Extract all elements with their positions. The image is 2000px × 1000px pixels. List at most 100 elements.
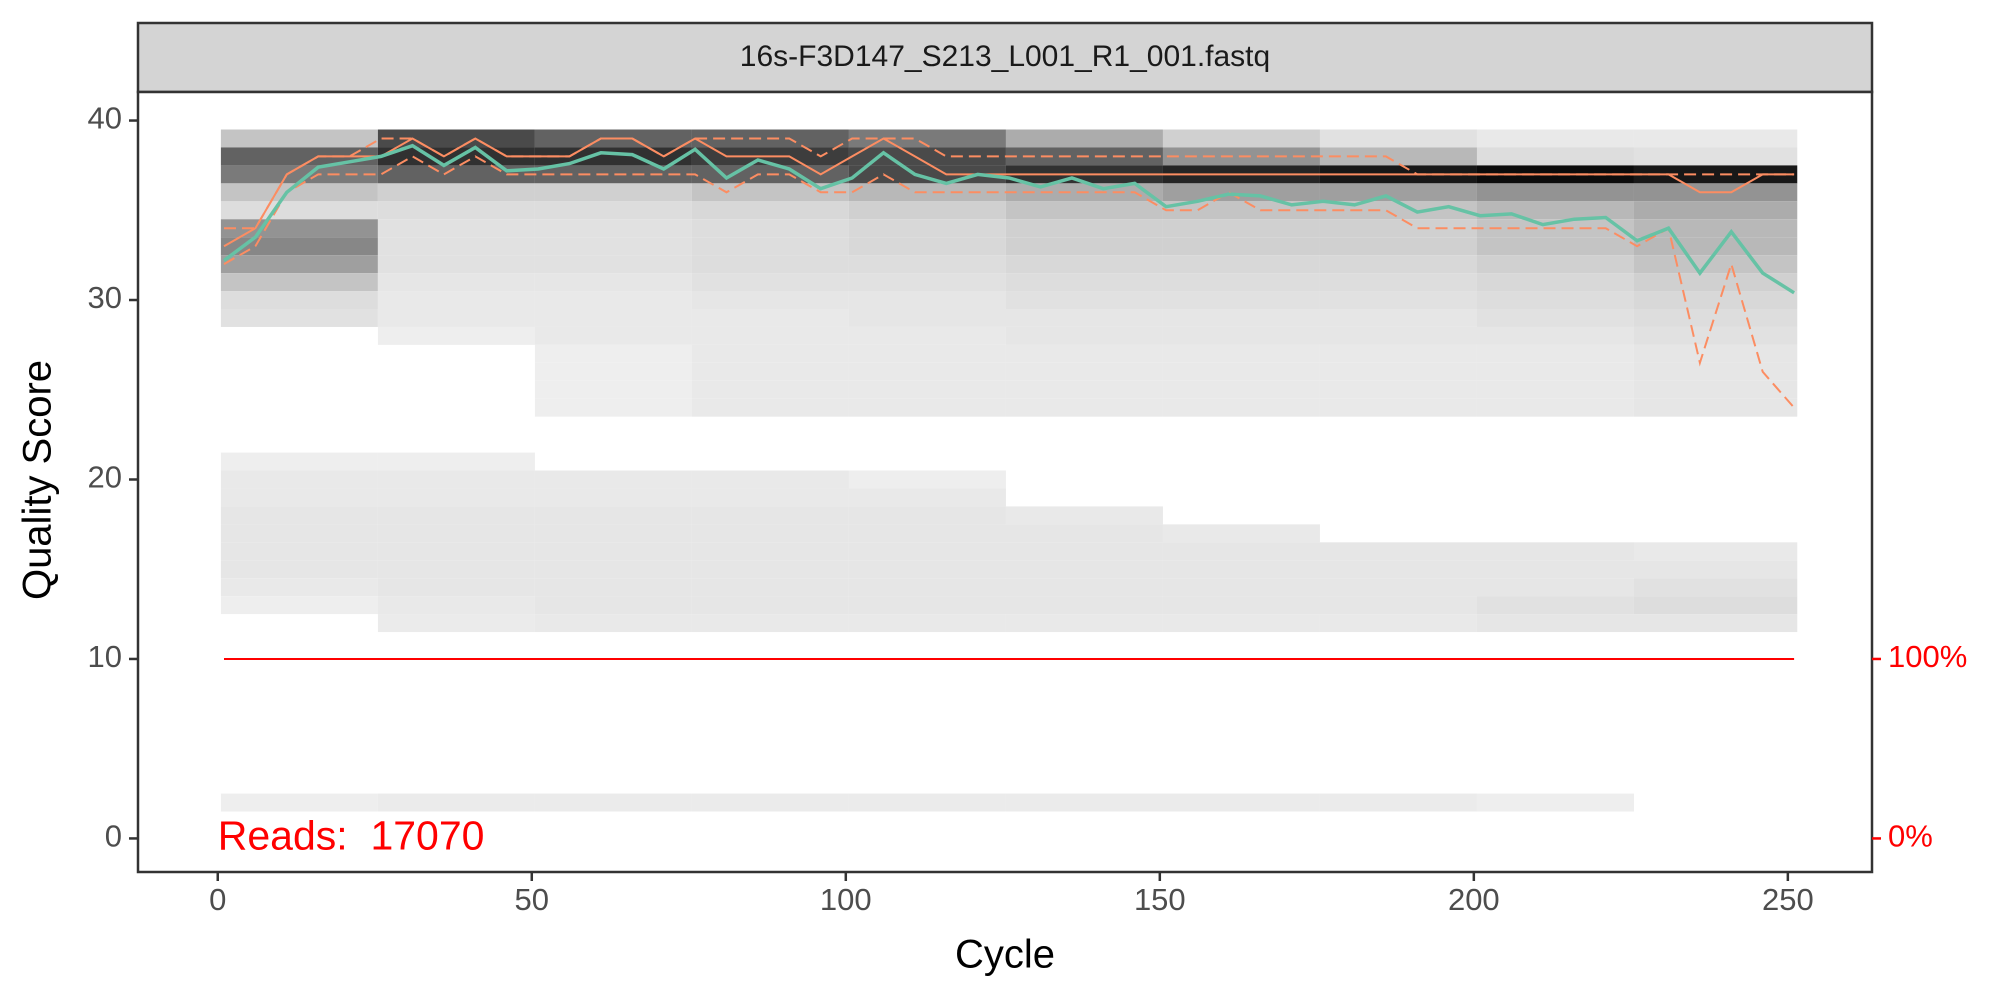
heatmap-cell <box>1633 614 1798 633</box>
heatmap-cell <box>220 147 378 166</box>
heatmap-cell <box>691 542 849 561</box>
x-tick-label: 150 <box>1134 882 1186 917</box>
heatmap-cell <box>691 470 849 489</box>
heatmap-cell <box>1319 219 1477 238</box>
heatmap-cell <box>377 793 535 812</box>
heatmap-cell <box>1633 362 1798 381</box>
heatmap-cell <box>1633 273 1798 292</box>
plot-area: 0 50 100 150 200 250 0 10 20 30 40 0% 100% Reads: 170… <box>88 90 1967 917</box>
heatmap-cell <box>534 183 692 202</box>
heatmap-cell <box>691 308 849 327</box>
heatmap-cell <box>848 506 1006 525</box>
heatmap-cell <box>220 793 378 812</box>
heatmap-cell <box>691 560 849 579</box>
heatmap-cell <box>220 470 378 489</box>
heatmap-cell <box>1476 560 1634 579</box>
heatmap-cell <box>534 219 692 238</box>
heatmap-cell <box>691 398 849 417</box>
heatmap-cell <box>1476 273 1634 292</box>
heatmap-cell <box>691 380 849 399</box>
heatmap-cell <box>1162 362 1320 381</box>
heatmap-cell <box>1476 398 1634 417</box>
heatmap-cell <box>1319 201 1477 220</box>
heatmap-cell <box>377 201 535 220</box>
heatmap-cell <box>1005 219 1163 238</box>
heatmap-cell <box>534 326 692 345</box>
heatmap-cell <box>534 237 692 256</box>
heatmap-cell <box>220 273 378 292</box>
heatmap-cell <box>377 578 535 597</box>
heatmap-cell <box>1633 596 1798 615</box>
heatmap-cell <box>377 255 535 274</box>
heatmap-cell <box>691 488 849 507</box>
heatmap-cell <box>1005 326 1163 345</box>
heatmap-cell <box>1476 255 1634 274</box>
heatmap-cell <box>1005 362 1163 381</box>
heatmap-cell <box>1476 308 1634 327</box>
heatmap-cell <box>848 596 1006 615</box>
heatmap-cell <box>1005 273 1163 292</box>
heatmap-cell <box>1319 237 1477 256</box>
heatmap-cell <box>1476 542 1634 561</box>
heatmap-cell <box>220 201 378 220</box>
heatmap-cell <box>1476 344 1634 363</box>
heatmap-cell <box>534 470 692 489</box>
heatmap-cell <box>534 578 692 597</box>
heatmap-cell <box>1476 201 1634 220</box>
heatmap-cell <box>1319 542 1477 561</box>
heatmap-cell <box>1319 129 1477 148</box>
strip-title: 16s-F3D147_S213_L001_R1_001.fastq <box>740 40 1270 73</box>
heatmap-cell <box>534 255 692 274</box>
heatmap-cell <box>1162 201 1320 220</box>
heatmap-cell <box>1319 273 1477 292</box>
heatmap-cell <box>1633 398 1798 417</box>
heatmap-cell <box>1005 237 1163 256</box>
x-tick-label: 250 <box>1762 882 1814 917</box>
heatmap-cell <box>1633 201 1798 220</box>
heatmap-cell <box>1162 308 1320 327</box>
heatmap-cell <box>691 237 849 256</box>
heatmap-cell <box>1162 614 1320 633</box>
heatmap-cell <box>1476 614 1634 633</box>
y-axis-title: Quality Score <box>16 360 60 600</box>
heatmap-cell <box>1162 273 1320 292</box>
heatmap-cell <box>1319 308 1477 327</box>
heatmap-cell <box>1319 380 1477 399</box>
heatmap-cell <box>1162 255 1320 274</box>
heatmap-cell <box>848 398 1006 417</box>
heatmap-cell <box>1633 255 1798 274</box>
heatmap-cell <box>534 273 692 292</box>
heatmap-cell <box>1162 560 1320 579</box>
heatmap-cell <box>848 183 1006 202</box>
heatmap-cell <box>1005 560 1163 579</box>
heatmap-cell <box>534 560 692 579</box>
heatmap-cell <box>691 326 849 345</box>
heatmap-cell <box>848 380 1006 399</box>
heatmap-cell <box>534 488 692 507</box>
heatmap-cell <box>377 219 535 238</box>
heatmap-cell <box>534 165 692 184</box>
heatmap-cell <box>691 506 849 525</box>
heatmap-cell <box>1319 578 1477 597</box>
heatmap-cell <box>691 596 849 615</box>
heatmap-cell <box>1162 344 1320 363</box>
heatmap-cell <box>691 201 849 220</box>
heatmap-cell <box>848 219 1006 238</box>
heatmap-cell <box>1005 201 1163 220</box>
heatmap-cell <box>377 165 535 184</box>
heatmap-cell <box>534 506 692 525</box>
heatmap-cell <box>1005 129 1163 148</box>
heatmap-cell <box>377 542 535 561</box>
heatmap-cell <box>220 291 378 309</box>
heatmap-cell <box>1162 542 1320 561</box>
heatmap-cell <box>1633 326 1798 345</box>
heatmap-cell <box>377 273 535 292</box>
heatmap-cell <box>1162 237 1320 256</box>
x-axis-title: Cycle <box>955 933 1055 977</box>
heatmap-cell <box>377 560 535 579</box>
heatmap-cell <box>1633 344 1798 363</box>
heatmap-cell <box>848 326 1006 345</box>
heatmap-cell <box>1005 793 1163 812</box>
heatmap-cell <box>1162 326 1320 345</box>
heatmap-cell <box>220 596 378 615</box>
